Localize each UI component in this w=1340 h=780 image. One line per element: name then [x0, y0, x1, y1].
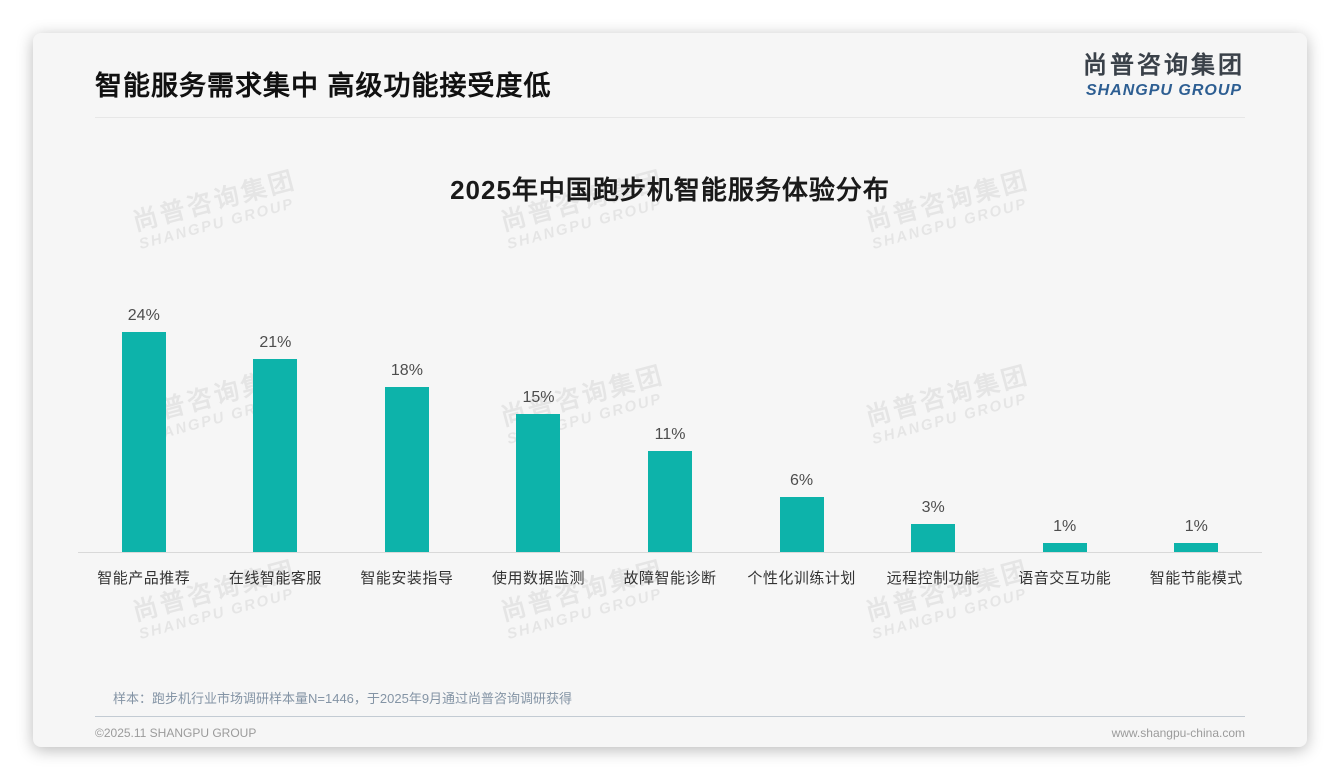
- bar: [384, 387, 429, 552]
- bar-column: 15%: [473, 389, 605, 552]
- category-label: 在线智能客服: [228, 570, 322, 587]
- bar-value-label: 21%: [259, 334, 292, 351]
- bar-value-label: 6%: [790, 472, 814, 489]
- slide-header: 智能服务需求集中 高级功能接受度低 尚普咨询集团 SHANGPU GROUP: [33, 33, 1307, 103]
- category-label: 远程控制功能: [886, 570, 980, 587]
- category-label: 智能安装指导: [360, 570, 454, 587]
- bar-column: 18%: [341, 362, 473, 552]
- bar-column: 3%: [867, 499, 999, 552]
- bar-chart: 24% 21% 18% 15% 11% 6% 3% 1% 1%: [78, 235, 1262, 553]
- category-label: 个性化训练计划: [747, 570, 856, 587]
- category-label: 智能产品推荐: [97, 570, 191, 587]
- bar-value-label: 18%: [390, 362, 423, 379]
- category-axis: 智能产品推荐 在线智能客服 智能安装指导 使用数据监测 故障智能诊断 个性化训练计划 远程控…: [78, 553, 1262, 588]
- bar: [516, 414, 561, 552]
- header-divider: [95, 117, 1245, 118]
- page-title: 智能服务需求集中 高级功能接受度低: [95, 71, 552, 101]
- footer-divider: [95, 716, 1245, 717]
- bar: [911, 524, 956, 552]
- bar-value-label: 15%: [522, 389, 555, 406]
- bar: [121, 332, 166, 552]
- bar-value-label: 24%: [127, 307, 160, 324]
- copyright-text: ©2025.11 SHANGPU GROUP: [95, 726, 257, 740]
- category-label: 语音交互功能: [1018, 570, 1112, 587]
- bar: [1174, 543, 1219, 552]
- website-text: www.shangpu-china.com: [1111, 726, 1245, 740]
- slide-card: 尚普咨询集团 SHANGPU GROUP 尚普咨询集团 SHANGPU GROUP 尚普…: [33, 33, 1307, 747]
- bar-value-label: 3%: [921, 499, 945, 516]
- logo-english-text: SHANGPU GROUP: [1085, 82, 1243, 99]
- bar-value-label: 1%: [1053, 518, 1077, 535]
- bar: [779, 497, 824, 552]
- bar-column: 6%: [736, 472, 868, 552]
- bar-value-label: 1%: [1184, 518, 1208, 535]
- category-label: 故障智能诊断: [623, 570, 717, 587]
- category-label: 使用数据监测: [491, 570, 585, 587]
- slide-footer: ©2025.11 SHANGPU GROUP www.shangpu-china…: [33, 717, 1307, 740]
- bar-column: 1%: [1131, 518, 1263, 552]
- bar: [648, 451, 693, 552]
- bar-column: 21%: [210, 334, 342, 552]
- sample-note: 样本：跑步机行业市场调研样本量N=1446，于2025年9月通过尚普咨询调研获得: [113, 691, 573, 706]
- bar: [1042, 543, 1087, 552]
- company-logo: 尚普咨询集团 SHANGPU GROUP: [1083, 51, 1245, 101]
- bar: [253, 359, 298, 552]
- chart-title: 2025年中国跑步机智能服务体验分布: [450, 175, 890, 205]
- bar-column: 24%: [78, 307, 210, 552]
- bar-column: 11%: [604, 426, 736, 552]
- category-label: 智能节能模式: [1149, 570, 1243, 587]
- logo-chinese-text: 尚普咨询集团: [1083, 52, 1245, 79]
- bar-column: 1%: [999, 518, 1131, 552]
- bar-value-label: 11%: [654, 426, 686, 443]
